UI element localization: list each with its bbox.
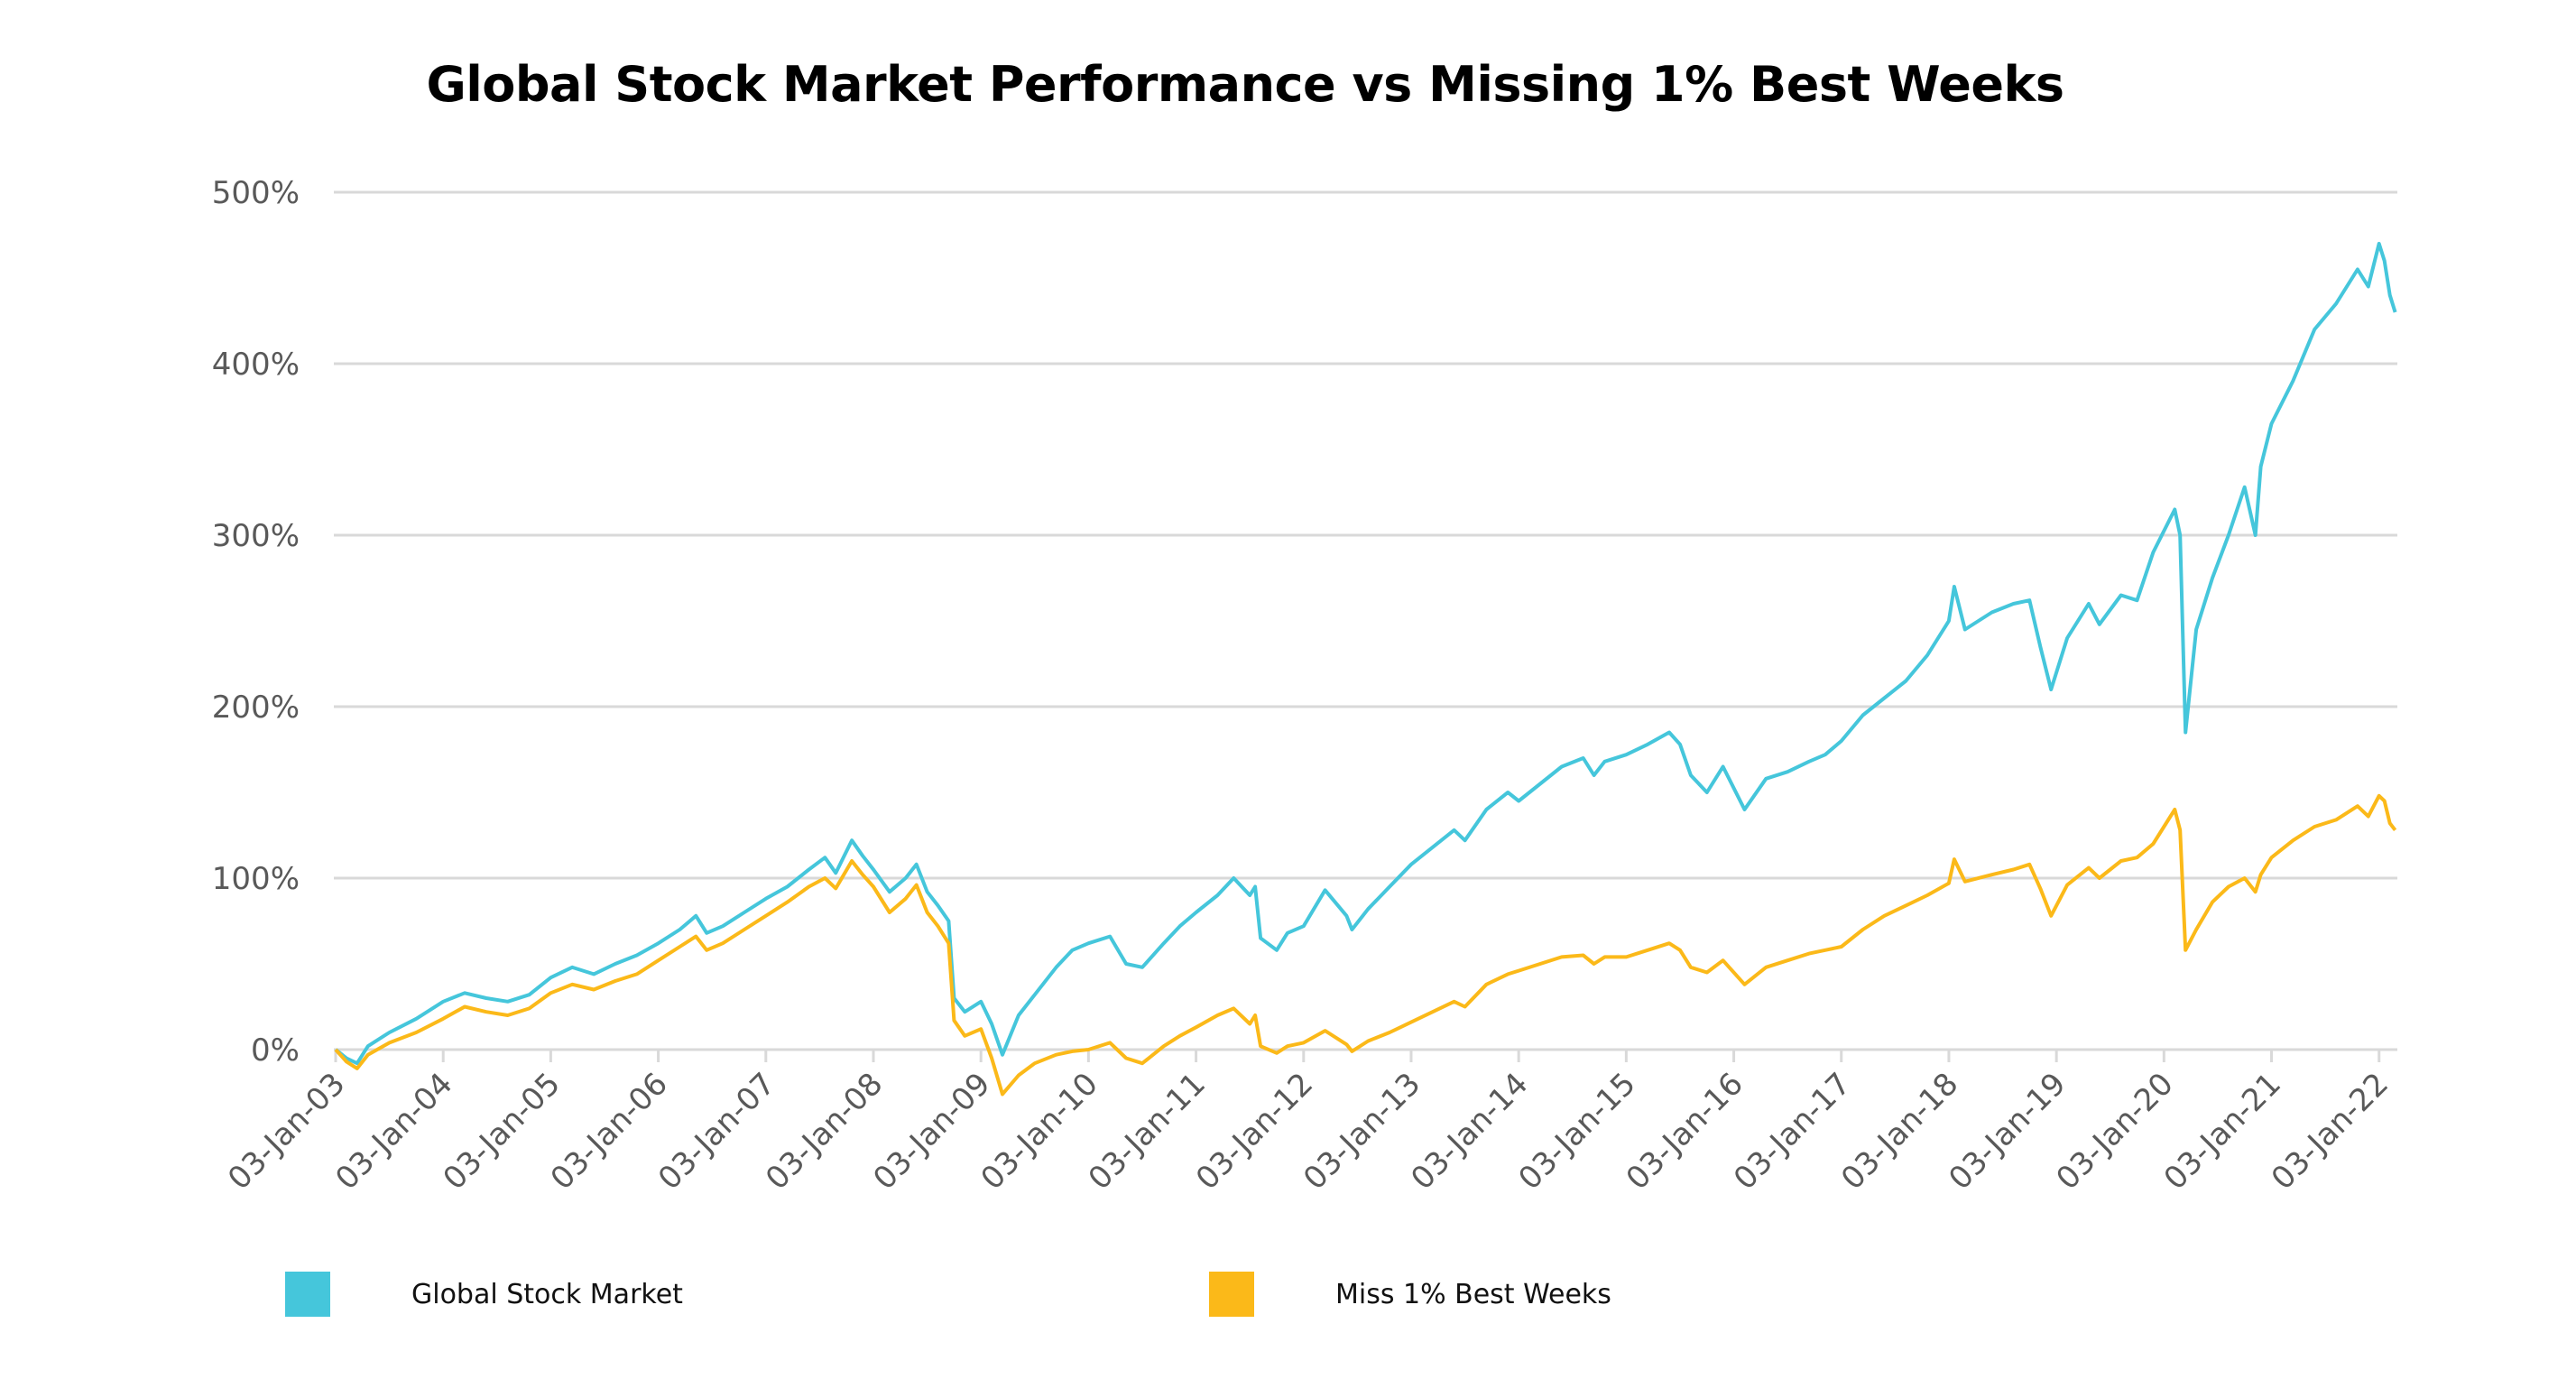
x-tick-label: 03-Jan-11	[1082, 1066, 1213, 1197]
x-tick-label: 03-Jan-21	[2157, 1066, 2288, 1197]
x-tick-label: 03-Jan-03	[221, 1066, 352, 1197]
y-axis-tick-labels: 0% 100% 200% 300% 400% 500%	[212, 175, 300, 1069]
x-tick-label: 03-Jan-13	[1297, 1066, 1427, 1197]
x-tick-label: 03-Jan-18	[1834, 1066, 1965, 1197]
legend-item-global-stock-market[interactable]: Global Stock Market	[285, 1271, 683, 1318]
x-tick-label: 03-Jan-15	[1512, 1066, 1643, 1197]
x-tick-label: 03-Jan-10	[974, 1066, 1105, 1197]
x-tick-label: 03-Jan-04	[328, 1066, 459, 1197]
x-tick-label: 03-Jan-12	[1189, 1066, 1320, 1197]
x-axis	[334, 1050, 2381, 1062]
x-tick-label: 03-Jan-19	[1942, 1066, 2073, 1197]
y-tick-label: 0%	[251, 1032, 300, 1069]
x-tick-label: 03-Jan-22	[2265, 1066, 2396, 1197]
y-tick-label: 500%	[212, 175, 300, 211]
x-tick-label: 03-Jan-08	[759, 1066, 890, 1197]
legend-swatch-global	[285, 1272, 330, 1317]
x-tick-label: 03-Jan-16	[1620, 1066, 1750, 1197]
legend-label-global: Global Stock Market	[411, 1278, 683, 1310]
series-line-miss-1pct-best-weeks	[334, 793, 2397, 1097]
x-axis-tick-labels: 03-Jan-0303-Jan-0403-Jan-0503-Jan-0603-J…	[221, 1066, 2396, 1197]
chart-title: Global Stock Market Performance vs Missi…	[426, 56, 2064, 113]
y-tick-label: 300%	[212, 518, 300, 554]
legend-item-miss-best-weeks[interactable]: Miss 1% Best Weeks	[1209, 1271, 1611, 1318]
legend-swatch-miss	[1209, 1272, 1254, 1317]
series-line-global-stock-market	[334, 242, 2397, 1066]
legend-label-miss: Miss 1% Best Weeks	[1335, 1278, 1611, 1310]
x-tick-label: 03-Jan-07	[651, 1066, 782, 1197]
series-lines	[334, 242, 2397, 1097]
x-tick-label: 03-Jan-17	[1727, 1066, 1858, 1197]
x-tick-label: 03-Jan-05	[437, 1066, 568, 1197]
x-tick-label: 03-Jan-20	[2049, 1066, 2180, 1197]
x-tick-label: 03-Jan-14	[1404, 1066, 1535, 1197]
y-tick-label: 400%	[212, 347, 300, 383]
y-tick-label: 200%	[212, 690, 300, 726]
x-tick-label: 03-Jan-06	[544, 1066, 675, 1197]
y-tick-label: 100%	[212, 861, 300, 897]
x-tick-label: 03-Jan-09	[866, 1066, 997, 1197]
gridlines	[334, 190, 2397, 1051]
